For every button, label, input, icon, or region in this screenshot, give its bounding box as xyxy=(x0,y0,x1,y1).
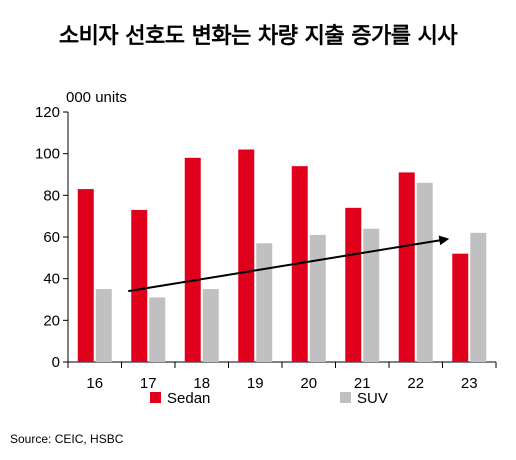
suv-bar xyxy=(149,297,166,362)
y-tick-label: 20 xyxy=(43,312,60,329)
sedan-bar xyxy=(345,207,362,362)
sedan-bar xyxy=(77,189,94,362)
suv-legend-label: SUV xyxy=(357,390,388,407)
y-tick-label: 40 xyxy=(43,271,60,288)
chart-title: 소비자 선호도 변화는 차량 지출 증가를 시사 xyxy=(58,24,458,49)
suv-bar xyxy=(202,289,219,362)
y-axis-unit-label: 000 units xyxy=(66,89,127,106)
suv-bar xyxy=(470,232,487,362)
x-tick-label: 20 xyxy=(300,375,317,392)
suv-bar xyxy=(256,243,273,362)
sedan-bar xyxy=(238,149,255,362)
x-tick-label: 21 xyxy=(354,375,371,392)
x-tick-label: 23 xyxy=(461,375,478,392)
sedan-bar xyxy=(452,253,469,362)
y-tick-label: 100 xyxy=(35,146,60,163)
sedan-bar xyxy=(398,172,415,362)
sedan-legend-label: Sedan xyxy=(167,390,210,407)
x-tick-label: 17 xyxy=(140,375,157,392)
y-tick-label: 60 xyxy=(43,229,60,246)
trend-arrow xyxy=(128,235,450,293)
y-tick-label: 120 xyxy=(35,104,60,121)
x-tick-label: 19 xyxy=(247,375,264,392)
suv-bar xyxy=(363,228,380,362)
suv-legend-swatch xyxy=(340,392,351,403)
sedan-bar xyxy=(184,157,201,362)
y-tick-label: 0 xyxy=(52,354,60,371)
x-tick-label: 16 xyxy=(86,375,103,392)
suv-bar xyxy=(416,182,433,362)
suv-bar xyxy=(309,234,326,362)
suv-bar xyxy=(95,289,112,362)
y-tick-label: 80 xyxy=(43,187,60,204)
bars xyxy=(77,149,487,362)
x-tick-label: 18 xyxy=(193,375,210,392)
overlay xyxy=(128,235,450,293)
legend: Sedan SUV xyxy=(150,390,388,407)
x-tick-label: 22 xyxy=(407,375,424,392)
axes: 0 20 40 60 80 100 120 000 units 16 17 18 19 20 21 22 23 xyxy=(35,89,497,392)
sedan-legend-swatch xyxy=(150,392,161,403)
sedan-bar xyxy=(131,209,148,362)
source-note: Source: CEIC, HSBC xyxy=(10,432,124,446)
